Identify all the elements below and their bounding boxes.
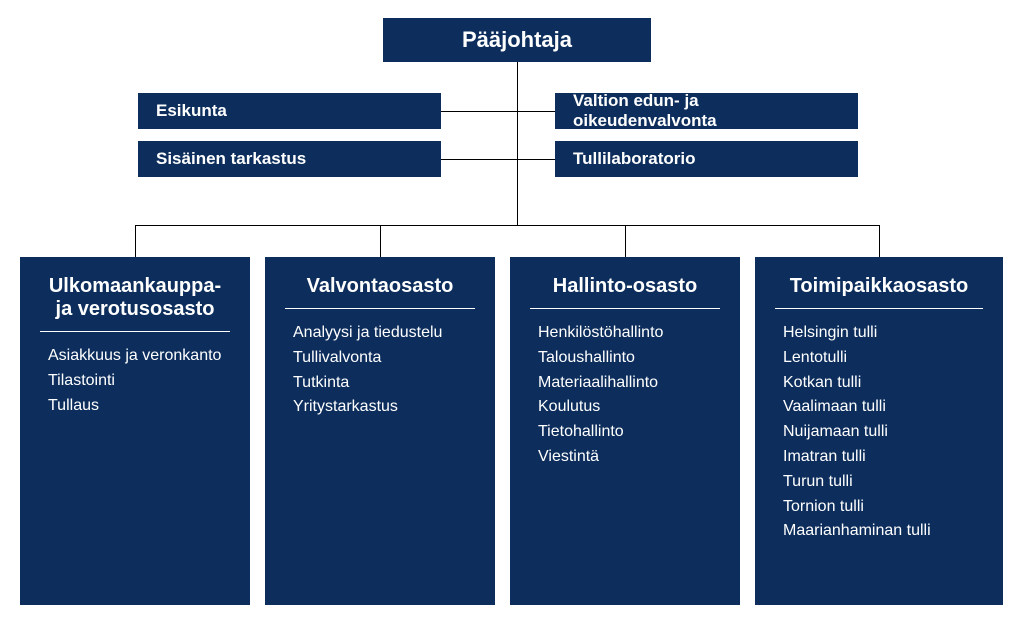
dept-item: Yritystarkastus — [293, 395, 475, 420]
org-root-label: Pääjohtaja — [462, 27, 572, 53]
staff-label: Valtion edun- ja oikeudenvalvonta — [573, 91, 840, 131]
dept-items-list: Analyysi ja tiedusteluTullivalvontaTutki… — [285, 321, 475, 420]
staff-box-valtion-edun: Valtion edun- ja oikeudenvalvonta — [555, 93, 858, 129]
line-drop-dept-4 — [879, 225, 880, 257]
dept-item: Kotkan tulli — [783, 371, 983, 396]
staff-label: Sisäinen tarkastus — [156, 149, 306, 169]
dept-item: Henkilöstöhallinto — [538, 321, 720, 346]
dept-item: Materiaalihallinto — [538, 371, 720, 396]
line-staff-row-2 — [441, 159, 555, 160]
dept-title: Valvontaosasto — [285, 275, 475, 309]
org-root-box: Pääjohtaja — [383, 18, 651, 62]
line-staff-row-1 — [441, 111, 555, 112]
dept-item: Lentotulli — [783, 346, 983, 371]
staff-label: Tullilaboratorio — [573, 149, 695, 169]
line-drop-dept-1 — [135, 225, 136, 257]
dept-item: Asiakkuus ja veronkanto — [48, 344, 230, 369]
staff-box-sisainen-tarkastus: Sisäinen tarkastus — [138, 141, 441, 177]
staff-label: Esikunta — [156, 101, 227, 121]
dept-item: Nuijamaan tulli — [783, 420, 983, 445]
dept-item: Tullivalvonta — [293, 346, 475, 371]
staff-box-tullilaboratorio: Tullilaboratorio — [555, 141, 858, 177]
dept-item: Analyysi ja tiedustelu — [293, 321, 475, 346]
dept-title: Hallinto-osasto — [530, 275, 720, 309]
dept-item: Tutkinta — [293, 371, 475, 396]
dept-item: Tullaus — [48, 394, 230, 419]
line-drop-dept-3 — [625, 225, 626, 257]
dept-item: Helsingin tulli — [783, 321, 983, 346]
dept-item: Tornion tulli — [783, 495, 983, 520]
dept-items-list: HenkilöstöhallintoTaloushallintoMateriaa… — [530, 321, 720, 470]
dept-item: Tietohallinto — [538, 420, 720, 445]
dept-item: Viestintä — [538, 445, 720, 470]
dept-item: Koulutus — [538, 395, 720, 420]
dept-item: Imatran tulli — [783, 445, 983, 470]
line-department-bus — [135, 225, 879, 226]
dept-box-valvonta: Valvontaosasto Analyysi ja tiedusteluTul… — [265, 257, 495, 605]
line-drop-dept-2 — [380, 225, 381, 257]
dept-item: Taloushallinto — [538, 346, 720, 371]
dept-box-toimipaikka: Toimipaikkaosasto Helsingin tulliLentotu… — [755, 257, 1003, 605]
dept-items-list: Asiakkuus ja veronkantoTilastointiTullau… — [40, 344, 230, 418]
dept-items-list: Helsingin tulliLentotulliKotkan tulliVaa… — [775, 321, 983, 544]
staff-box-esikunta: Esikunta — [138, 93, 441, 129]
dept-item: Vaalimaan tulli — [783, 395, 983, 420]
dept-item: Maarianhaminan tulli — [783, 519, 983, 544]
dept-box-hallinto: Hallinto-osasto HenkilöstöhallintoTalous… — [510, 257, 740, 605]
dept-box-ulkomaankauppa: Ulkomaankauppa- ja verotusosasto Asiakku… — [20, 257, 250, 605]
dept-item: Tilastointi — [48, 369, 230, 394]
line-vertical-main — [517, 62, 518, 225]
dept-title: Toimipaikkaosasto — [775, 275, 983, 309]
dept-title: Ulkomaankauppa- ja verotusosasto — [40, 275, 230, 332]
dept-item: Turun tulli — [783, 470, 983, 495]
